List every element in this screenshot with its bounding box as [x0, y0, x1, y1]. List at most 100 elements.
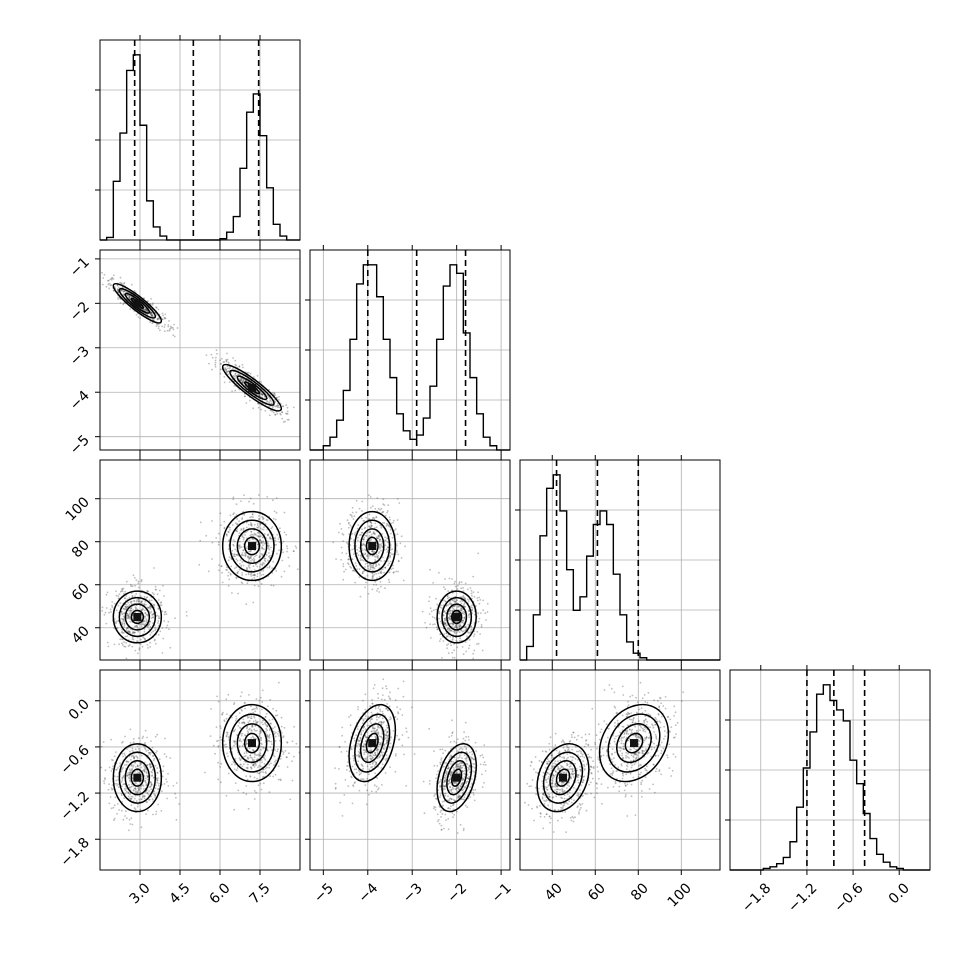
scatter-point: [275, 759, 277, 762]
scatter-point: [260, 563, 262, 566]
scatter-point: [368, 494, 370, 496]
scatter-point: [131, 764, 133, 766]
scatter-point: [234, 377, 236, 380]
scatter-point: [281, 750, 283, 753]
scatter-point: [144, 777, 147, 780]
scatter-point: [362, 538, 365, 541]
scatter-point: [447, 627, 449, 630]
scatter-point: [150, 783, 153, 785]
hist-panel-0: [95, 35, 301, 245]
scatter-point: [470, 628, 473, 631]
scatter-point: [143, 770, 146, 773]
scatter-point: [389, 518, 391, 521]
scatter-point: [136, 765, 139, 767]
scatter-point: [254, 533, 257, 536]
scatter-point: [463, 630, 465, 632]
scatter-point: [450, 644, 452, 647]
scatter-point: [460, 581, 463, 584]
scatter-point: [232, 496, 235, 499]
scatter-point: [129, 308, 132, 310]
scatter-point: [141, 798, 143, 801]
scatter-point: [102, 741, 105, 743]
scatter-point: [274, 536, 276, 539]
scatter-point: [482, 763, 485, 766]
scatter-point: [465, 758, 468, 760]
scatter-point: [157, 607, 160, 610]
scatter-point: [156, 614, 159, 617]
scatter-point: [250, 530, 253, 533]
scatter-point: [139, 808, 142, 811]
scatter-point: [450, 629, 453, 632]
scatter-point: [147, 809, 149, 812]
scatter-point: [285, 533, 288, 536]
y-tick-label: −1: [67, 254, 93, 280]
scatter-point: [288, 752, 290, 755]
scatter-point: [363, 548, 366, 551]
scatter-point: [484, 612, 487, 615]
scatter-point: [218, 569, 220, 572]
panel-frame: [99, 39, 301, 241]
scatter-point: [219, 727, 222, 729]
scatter-point: [120, 590, 123, 592]
scatter-point: [271, 402, 273, 404]
scatter-point: [465, 747, 468, 749]
scatter-point: [263, 548, 265, 551]
scatter-point: [251, 724, 254, 727]
scatter-point: [281, 417, 284, 420]
scatter-point: [335, 558, 337, 560]
scatter-point: [381, 511, 384, 513]
scatter-point: [254, 729, 257, 732]
scatter-point: [242, 527, 245, 530]
scatter-point: [445, 773, 448, 776]
density-contour: [130, 609, 145, 625]
scatter-point: [267, 736, 269, 739]
scatter-point: [255, 563, 257, 566]
scatter-point: [251, 513, 254, 516]
scatter-point: [123, 597, 126, 600]
scatter-point: [250, 523, 253, 525]
scatter-point: [380, 560, 383, 562]
scatter-point: [443, 800, 446, 802]
scatter-point: [368, 518, 371, 521]
scatter-point: [274, 401, 277, 403]
scatter-point: [367, 555, 370, 558]
scatter-point: [136, 625, 138, 628]
scatter-point: [125, 604, 128, 606]
scatter-point: [459, 823, 462, 826]
scatter-point: [229, 529, 231, 531]
scatter-point: [441, 657, 443, 659]
scatter-point: [244, 531, 247, 534]
scatter-point: [273, 726, 276, 728]
scatter-point: [123, 290, 126, 292]
scatter-point: [145, 750, 148, 752]
scatter-point: [126, 605, 129, 608]
scatter-point: [378, 564, 381, 566]
scatter-point: [103, 273, 106, 276]
scatter-point: [446, 597, 449, 600]
scatter-point: [439, 796, 441, 798]
scatter-point: [250, 549, 253, 552]
scatter-point: [104, 777, 106, 779]
scatter-point: [221, 713, 223, 715]
scatter-point: [444, 588, 447, 591]
scatter-point: [140, 625, 143, 628]
scatter-point: [231, 549, 234, 552]
scatter-point: [233, 702, 236, 704]
scatter-point: [439, 763, 442, 766]
scatter-point: [126, 614, 129, 617]
scatter-point: [247, 731, 250, 734]
scatter-point: [165, 778, 167, 781]
scatter-point: [257, 535, 260, 538]
scatter-point: [129, 742, 132, 744]
scatter-point: [287, 418, 290, 421]
scatter-point: [221, 713, 224, 716]
scatter-point: [151, 315, 154, 318]
scatter-point: [443, 793, 446, 795]
scatter-point: [227, 571, 230, 574]
scatter-point: [267, 545, 270, 548]
scatter-point: [276, 404, 279, 407]
scatter-point: [266, 766, 268, 769]
scatter-point: [235, 364, 238, 367]
density-contour: [243, 732, 261, 754]
scatter-point: [243, 755, 246, 758]
